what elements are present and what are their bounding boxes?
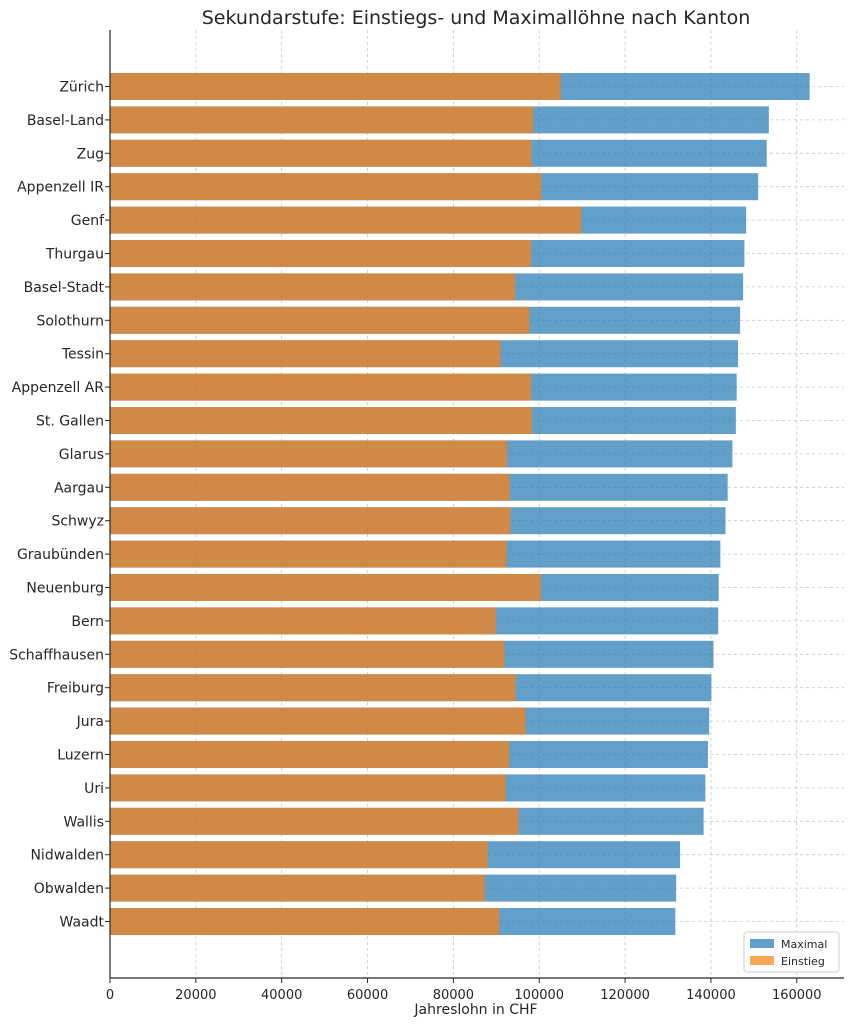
grid <box>109 30 844 978</box>
bar-einstieg <box>110 741 510 768</box>
y-tick-label: Solothurn <box>36 313 104 329</box>
x-tick-label: 0 <box>106 988 114 1003</box>
bar-einstieg <box>110 473 510 501</box>
bar-einstieg <box>110 373 532 401</box>
y-tick-label: Genf <box>71 213 105 229</box>
y-tick-label: Basel-Stadt <box>24 280 105 296</box>
bar-einstieg <box>110 841 488 869</box>
legend-label-maximal: Maximal <box>781 938 827 951</box>
bar-einstieg <box>110 407 532 434</box>
bar-einstieg <box>110 807 519 835</box>
bar-einstieg <box>110 774 506 802</box>
chart-title: Sekundarstufe: Einstiegs- und Maximallöh… <box>202 7 751 29</box>
y-tick-label: Waadt <box>60 915 105 931</box>
y-tick-label: Glarus <box>59 447 104 463</box>
legend-label-einstieg: Einstieg <box>781 955 825 968</box>
bar-einstieg <box>110 574 541 601</box>
bar-einstieg <box>110 707 526 735</box>
x-tick-label: 60000 <box>347 988 388 1003</box>
y-tick-label: Graubünden <box>17 547 104 563</box>
x-tick-label: 80000 <box>433 988 474 1003</box>
bar-einstieg <box>110 874 485 902</box>
y-tick-label: Jura <box>76 714 104 730</box>
y-tick-label: Wallis <box>64 814 105 830</box>
x-axis-label: Jahreslohn in CHF <box>413 1002 537 1018</box>
bar-einstieg <box>110 908 500 935</box>
bar-einstieg <box>110 73 561 100</box>
bar-einstieg <box>110 273 516 301</box>
y-tick-label: Schaffhausen <box>9 647 104 663</box>
y-tick-label: Luzern <box>57 748 104 764</box>
bar-einstieg <box>110 240 532 267</box>
bar-einstieg <box>110 106 534 134</box>
y-tick-label: St. Gallen <box>36 414 104 430</box>
x-tick-label: 40000 <box>261 988 302 1003</box>
x-tick-label: 140000 <box>686 988 736 1003</box>
bar-einstieg <box>110 440 508 468</box>
legend-swatch-einstieg <box>750 956 774 965</box>
y-tick-label: Bern <box>71 614 104 630</box>
y-tick-label: Basel-Land <box>27 113 104 129</box>
y-tick-label: Appenzell AR <box>12 380 105 396</box>
x-tick-label: 100000 <box>514 988 564 1003</box>
y-tick-label: Aargau <box>54 480 104 496</box>
bar-einstieg <box>110 540 507 568</box>
y-tick-label: Appenzell IR <box>17 180 104 196</box>
y-tick-label: Tessin <box>61 347 104 363</box>
y-tick-label: Nidwalden <box>30 848 104 864</box>
legend: Maximal Einstieg <box>743 931 840 973</box>
bar-einstieg <box>110 206 582 234</box>
y-tick-label: Uri <box>84 781 104 797</box>
bar-einstieg <box>110 607 496 635</box>
bar-einstieg <box>110 340 501 368</box>
bar-einstieg <box>110 139 532 167</box>
bar-einstieg <box>110 640 505 668</box>
y-tick-label: Freiburg <box>47 681 104 697</box>
y-tick-label: Zürich <box>59 80 104 96</box>
bar-einstieg <box>110 507 511 535</box>
x-tick-label: 160000 <box>772 988 822 1003</box>
y-tick-label: Neuenburg <box>26 581 104 597</box>
x-tick-label: 120000 <box>600 988 650 1003</box>
legend-swatch-maximal <box>750 939 774 948</box>
y-tick-label: Thurgau <box>45 247 104 263</box>
y-tick-label: Obwalden <box>34 881 104 897</box>
y-tick-label: Zug <box>77 146 104 162</box>
bars <box>110 73 810 935</box>
bar-einstieg <box>110 674 516 702</box>
x-tick-label: 20000 <box>175 988 216 1003</box>
bar-einstieg <box>110 173 542 201</box>
bar-einstieg <box>110 306 530 334</box>
y-tick-label: Schwyz <box>51 514 104 530</box>
axes: 0 20000 40000 60000 80000 100000 120000 140000 1… <box>9 30 844 1003</box>
